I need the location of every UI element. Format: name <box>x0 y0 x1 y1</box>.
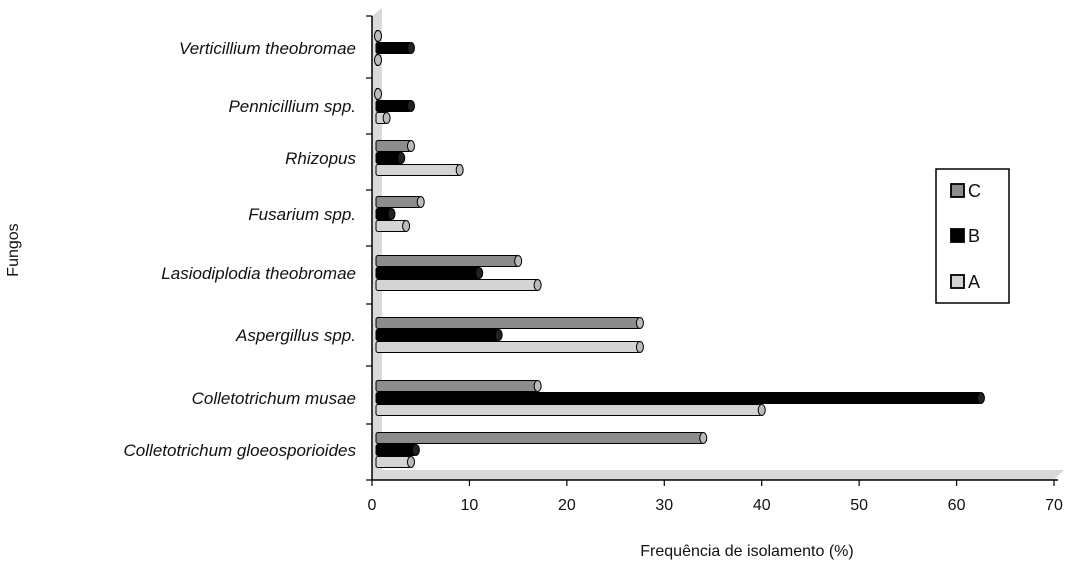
bar-cap-A-4 <box>402 220 411 232</box>
x-tick-label: 50 <box>850 497 868 514</box>
legend-label-B: B <box>968 226 980 246</box>
category-label: Colletotrichum gloeosporioides <box>124 441 357 460</box>
x-tick-label: 60 <box>948 497 966 514</box>
x-tick-label: 30 <box>655 497 673 514</box>
bar-A-5 <box>375 279 539 291</box>
bar-cap-C-6 <box>635 317 644 329</box>
chart-floor <box>372 8 1064 480</box>
bar-C-3 <box>375 140 412 152</box>
bar-cap-B-2 <box>406 100 415 112</box>
bar-cap-B-8 <box>411 444 420 456</box>
category-label: Lasiodiplodia theobromae <box>161 264 356 283</box>
bar-A-6 <box>375 341 641 353</box>
bar-cap-C-7 <box>533 380 542 392</box>
category-labels: Verticillium theobromae Pennicillium spp.… <box>124 39 357 460</box>
bar-B-8 <box>375 444 417 456</box>
category-label: Fusarium spp. <box>248 205 356 224</box>
bar-cap-C-3 <box>406 140 415 152</box>
x-ticks: 0 10 20 30 40 50 60 70 <box>368 480 1063 514</box>
x-tick-label: 10 <box>461 497 479 514</box>
bar-cap-C-2 <box>374 88 382 100</box>
bar-cap-A-1 <box>374 54 382 66</box>
category-label: Rhizopus <box>285 149 356 168</box>
bar-B-1 <box>375 42 412 54</box>
bar-cap-A-7 <box>757 404 766 416</box>
bar-B-6 <box>375 329 500 341</box>
left-wall <box>372 8 382 480</box>
y-axis-title: Fungos <box>5 223 22 276</box>
bar-cap-B-4 <box>387 208 396 220</box>
bars <box>374 30 985 468</box>
floor-strip <box>372 470 1064 480</box>
legend-swatch-B <box>950 228 965 243</box>
x-tick-label: 0 <box>368 497 377 514</box>
bar-A-7 <box>375 404 763 416</box>
bar-A-8 <box>375 456 412 468</box>
bar-A-3 <box>375 164 461 176</box>
x-axis-title: Frequência de isolamento (%) <box>640 543 853 560</box>
bar-B-5 <box>375 267 480 279</box>
x-tick-label: 20 <box>558 497 576 514</box>
category-label: Verticillium theobromae <box>179 39 356 58</box>
bar-cap-A-3 <box>455 164 464 176</box>
bar-cap-B-1 <box>406 42 415 54</box>
bar-cap-A-2 <box>382 112 391 124</box>
bar-cap-A-8 <box>406 456 415 468</box>
bar-cap-B-6 <box>494 329 503 341</box>
legend-label-C: C <box>968 181 981 201</box>
bar-C-8 <box>375 432 704 444</box>
bar-cap-C-5 <box>514 255 523 267</box>
bar-cap-C-4 <box>416 196 425 208</box>
category-label: Pennicillium spp. <box>228 97 356 116</box>
axes <box>366 15 1058 481</box>
x-tick-label: 40 <box>753 497 771 514</box>
bar-C-5 <box>375 255 519 267</box>
bar-cap-A-5 <box>533 279 542 291</box>
bar-cap-C-8 <box>699 432 708 444</box>
bar-cap-B-7 <box>976 392 985 404</box>
bar-cap-B-5 <box>475 267 484 279</box>
bar-A-4 <box>375 220 407 232</box>
bar-C-7 <box>375 380 539 392</box>
bar-cap-A-6 <box>635 341 644 353</box>
bar-cap-B-3 <box>397 152 406 164</box>
x-tick-label: 70 <box>1045 497 1063 514</box>
bar-C-4 <box>375 196 422 208</box>
legend-label-A: A <box>968 272 980 292</box>
legend-swatch-C <box>950 183 965 198</box>
legend-box <box>935 168 1010 304</box>
category-label: Aspergillus spp. <box>235 326 356 345</box>
bar-B-7 <box>375 392 982 404</box>
legend-swatch-A <box>950 274 965 289</box>
legend: C B A <box>935 168 1010 304</box>
bar-B-2 <box>375 100 412 112</box>
bar-cap-C-1 <box>374 30 382 42</box>
category-label: Colletotrichum musae <box>192 389 356 408</box>
bar-C-6 <box>375 317 641 329</box>
